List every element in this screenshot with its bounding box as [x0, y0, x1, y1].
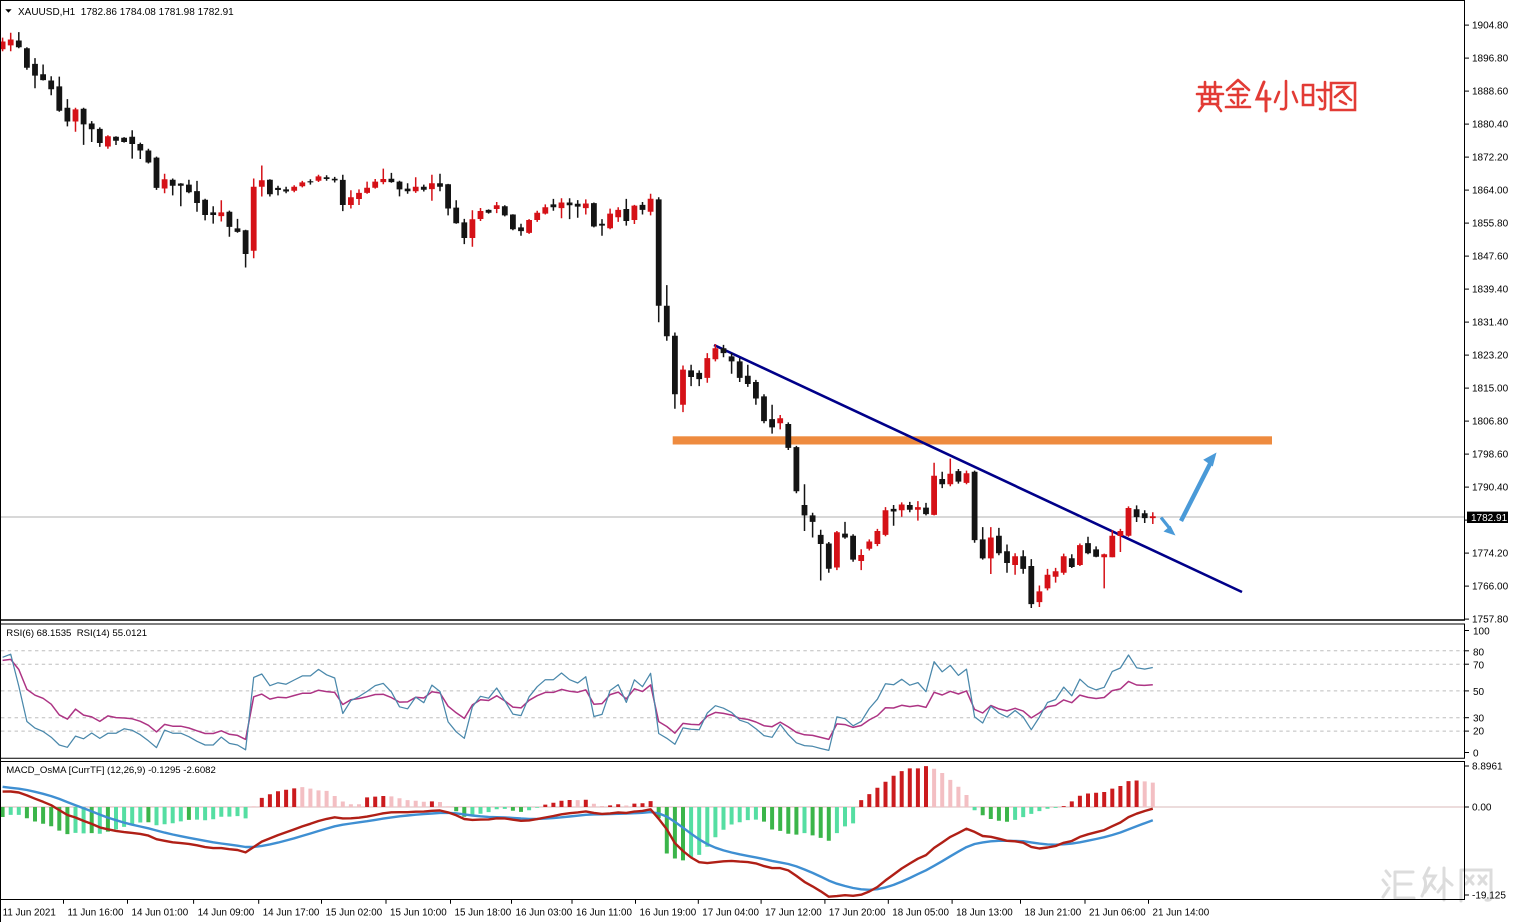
- svg-text:16 Jun 19:00: 16 Jun 19:00: [640, 908, 697, 919]
- svg-text:21 Jun 06:00: 21 Jun 06:00: [1089, 908, 1146, 919]
- svg-text:1806.80: 1806.80: [1472, 417, 1509, 428]
- svg-text:1864.00: 1864.00: [1472, 186, 1509, 197]
- svg-text:18 Jun 21:00: 18 Jun 21:00: [1025, 908, 1082, 919]
- svg-text:16 Jun 11:00: 16 Jun 11:00: [576, 908, 632, 919]
- svg-text:100: 100: [1473, 627, 1490, 638]
- svg-text:1782.91: 1782.91: [1471, 513, 1508, 524]
- svg-text:16 Jun 03:00: 16 Jun 03:00: [516, 908, 573, 919]
- svg-text:15 Jun 18:00: 15 Jun 18:00: [455, 908, 512, 919]
- svg-text:15 Jun 02:00: 15 Jun 02:00: [326, 908, 383, 919]
- svg-text:1798.60: 1798.60: [1472, 450, 1509, 461]
- svg-text:1815.00: 1815.00: [1472, 384, 1509, 395]
- svg-text:11 Jun 16:00: 11 Jun 16:00: [68, 908, 124, 919]
- svg-text:11 Jun 2021: 11 Jun 2021: [3, 908, 56, 919]
- svg-text:1855.80: 1855.80: [1472, 219, 1509, 230]
- svg-text:0.00: 0.00: [1472, 803, 1492, 814]
- svg-text:17 Jun 20:00: 17 Jun 20:00: [829, 908, 886, 919]
- svg-text:20: 20: [1473, 727, 1485, 738]
- svg-text:21 Jun 14:00: 21 Jun 14:00: [1153, 908, 1210, 919]
- svg-text:RSI(6) 68.1535 RSI(14) 55.012: RSI(6) 68.1535 RSI(14) 55.0121: [6, 628, 147, 639]
- svg-text:XAUUSD,H1 1782.86 1784.08 178: XAUUSD,H1 1782.86 1784.08 1781.98 1782.9…: [18, 7, 234, 18]
- svg-text:1904.80: 1904.80: [1472, 21, 1509, 32]
- svg-text:30: 30: [1473, 713, 1485, 724]
- svg-text:50: 50: [1473, 687, 1485, 698]
- svg-text:1757.80: 1757.80: [1472, 615, 1509, 626]
- svg-text:70: 70: [1473, 661, 1485, 672]
- svg-text:14 Jun 09:00: 14 Jun 09:00: [198, 908, 255, 919]
- svg-text:1880.40: 1880.40: [1472, 120, 1509, 131]
- svg-text:15 Jun 10:00: 15 Jun 10:00: [390, 908, 447, 919]
- svg-text:1774.20: 1774.20: [1472, 549, 1509, 560]
- svg-text:80: 80: [1473, 647, 1485, 658]
- svg-text:17 Jun 04:00: 17 Jun 04:00: [702, 908, 759, 919]
- svg-text:1831.40: 1831.40: [1472, 318, 1509, 329]
- svg-text:MACD_OsMA [CurrTF] (12,26,9) -: MACD_OsMA [CurrTF] (12,26,9) -0.1295 -2.…: [6, 765, 216, 776]
- svg-text:1896.80: 1896.80: [1472, 54, 1509, 65]
- svg-text:1847.60: 1847.60: [1472, 252, 1509, 263]
- svg-text:1888.60: 1888.60: [1472, 87, 1509, 98]
- svg-text:1839.40: 1839.40: [1472, 285, 1509, 296]
- svg-text:14 Jun 17:00: 14 Jun 17:00: [263, 908, 320, 919]
- svg-text:17 Jun 12:00: 17 Jun 12:00: [765, 908, 822, 919]
- svg-text:1823.20: 1823.20: [1472, 351, 1509, 362]
- svg-text:1790.40: 1790.40: [1472, 483, 1509, 494]
- svg-text:0: 0: [1473, 749, 1479, 760]
- svg-text:1872.20: 1872.20: [1472, 153, 1509, 164]
- svg-text:1766.00: 1766.00: [1472, 582, 1509, 593]
- svg-text:-19.125: -19.125: [1472, 891, 1506, 902]
- svg-text:14 Jun 01:00: 14 Jun 01:00: [132, 908, 189, 919]
- svg-text:8.8961: 8.8961: [1472, 762, 1503, 773]
- svg-text:18 Jun 05:00: 18 Jun 05:00: [892, 908, 949, 919]
- svg-text:18 Jun 13:00: 18 Jun 13:00: [956, 908, 1013, 919]
